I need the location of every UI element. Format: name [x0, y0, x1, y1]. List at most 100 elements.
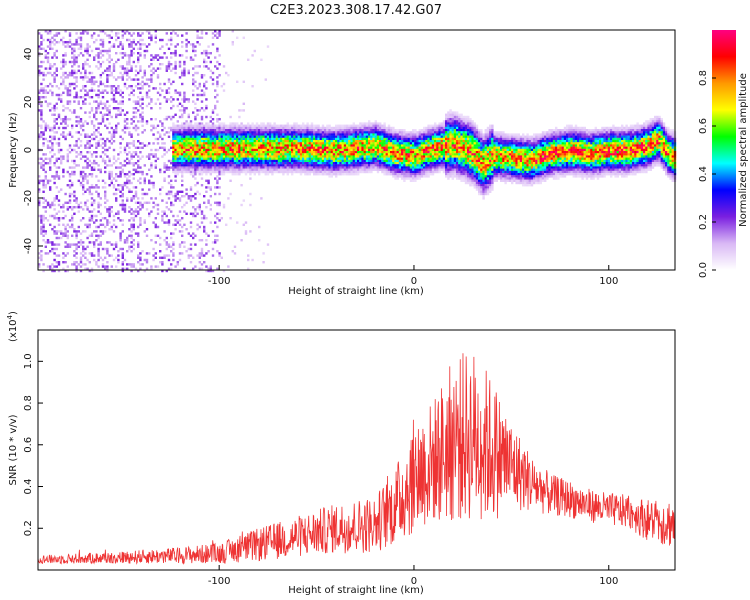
- spectrogram-cell: [42, 168, 45, 171]
- spectrogram-cell: [374, 159, 377, 163]
- spectrogram-cell: [130, 265, 133, 268]
- spectrogram-cell: [73, 261, 76, 264]
- spectrogram-cell: [277, 133, 281, 136]
- spectrogram-cell: [134, 74, 138, 77]
- spectrogram-cell: [288, 131, 292, 134]
- spectrogram-cell: [137, 71, 140, 75]
- spectrogram-cell: [167, 63, 171, 66]
- spectrogram-cell: [203, 49, 206, 53]
- spectrogram-cell: [141, 118, 144, 121]
- spectrogram-cell: [247, 164, 250, 167]
- spectrogram-cell: [209, 168, 212, 171]
- spectrogram-cell: [42, 223, 45, 226]
- spectrogram-cell: [392, 166, 395, 169]
- spectrogram-cell: [315, 146, 318, 149]
- spectrogram-cell: [266, 133, 270, 136]
- spectrogram-cell: [260, 166, 263, 169]
- spectrogram-cell: [170, 96, 173, 99]
- spectrogram-cell: [216, 203, 219, 207]
- spectrogram-cell: [337, 144, 340, 147]
- spectrogram-cell: [308, 140, 311, 143]
- spectrogram-cell: [90, 120, 94, 123]
- spectrogram-cell: [277, 126, 281, 130]
- spectrogram-cell: [258, 164, 261, 167]
- spectrogram-cell: [44, 232, 47, 235]
- spectrogram-cell: [178, 148, 182, 152]
- spectrogram-cell: [357, 142, 360, 145]
- spectrogram-cell: [405, 155, 408, 158]
- spectrogram-cell: [192, 256, 195, 259]
- spectrogram-cell: [297, 146, 300, 149]
- spectrogram-cell: [343, 133, 347, 136]
- spectrogram-cell: [240, 137, 243, 141]
- spectrogram-cell: [379, 122, 382, 125]
- spectrogram-cell: [401, 133, 404, 136]
- spectrogram-cell: [398, 155, 402, 158]
- spectrogram-cell: [121, 76, 124, 79]
- spectrogram-cell: [128, 188, 131, 191]
- spectrogram-cell: [192, 168, 195, 171]
- spectrogram-cell: [350, 159, 353, 163]
- spectrogram-cell: [255, 122, 259, 125]
- spectrogram-cell: [258, 166, 261, 169]
- spectrogram-cell: [154, 148, 157, 152]
- spectrogram-cell: [350, 170, 353, 174]
- spectrogram-cell: [379, 157, 382, 160]
- spectrogram-cell: [313, 168, 316, 171]
- spectrogram-cell: [123, 32, 127, 35]
- spectrogram-cell: [242, 142, 245, 145]
- spectrogram-cell: [44, 74, 47, 77]
- spectrogram-cell: [132, 247, 135, 251]
- spectrogram-cell: [75, 120, 78, 123]
- spectrogram-cell: [330, 148, 333, 152]
- spectrogram-cell: [220, 85, 223, 88]
- spectrogram-cell: [273, 122, 276, 125]
- spectrogram-cell: [332, 126, 336, 130]
- spectrogram-cell: [75, 256, 78, 259]
- spectrogram-cell: [178, 170, 182, 174]
- spectrogram-cell: [189, 56, 193, 59]
- spectrogram-cell: [198, 142, 201, 145]
- spectrogram-cell: [273, 157, 276, 160]
- spectrogram-cell: [97, 164, 100, 167]
- spectrogram-cell: [46, 102, 50, 105]
- spectrogram-cell: [354, 140, 358, 143]
- spectrogram-cell: [130, 208, 133, 211]
- spectrogram-cell: [161, 219, 164, 222]
- spectrogram-cell: [82, 129, 85, 132]
- spectrogram-cell: [93, 159, 96, 163]
- spectrogram-cell: [339, 142, 342, 145]
- spectrogram-cell: [390, 131, 393, 134]
- spectrogram-cell: [401, 157, 404, 160]
- spectrogram-cell: [321, 168, 325, 171]
- spectrogram-cell: [44, 175, 47, 178]
- spectrogram-cell: [198, 206, 201, 209]
- spectrogram-cell: [387, 170, 391, 174]
- spectrogram-cell: [385, 144, 388, 147]
- spectrogram-cell: [126, 67, 129, 70]
- spectrogram-cell: [244, 168, 248, 171]
- spectrogram-cell: [86, 43, 89, 46]
- spectrogram-cell: [390, 157, 393, 160]
- spectrogram-cell: [46, 126, 50, 130]
- spectrogram-cell: [112, 65, 116, 68]
- spectrogram-cell: [198, 168, 201, 171]
- spectrogram-cell: [341, 159, 344, 163]
- spectrogram-cell: [64, 122, 67, 125]
- spectrogram-cell: [211, 129, 215, 132]
- spectrogram-cell: [152, 56, 155, 59]
- spectrogram-cell: [218, 164, 221, 167]
- spectrogram-cell: [161, 199, 164, 202]
- spectrogram-cell: [269, 155, 272, 158]
- spectrogram-cell: [108, 34, 111, 37]
- spectrogram-cell: [75, 144, 78, 147]
- spectrogram-cell: [121, 195, 124, 198]
- spectrogram-cell: [181, 71, 184, 75]
- spectrogram-cell: [324, 142, 327, 145]
- spectrogram-cell: [189, 124, 193, 127]
- spectrogram-cell: [284, 137, 287, 141]
- spectrogram-cell: [71, 60, 74, 64]
- spectrogram-cell: [71, 111, 74, 114]
- spectrogram-cell: [396, 133, 399, 136]
- spectrogram-cell: [310, 137, 314, 141]
